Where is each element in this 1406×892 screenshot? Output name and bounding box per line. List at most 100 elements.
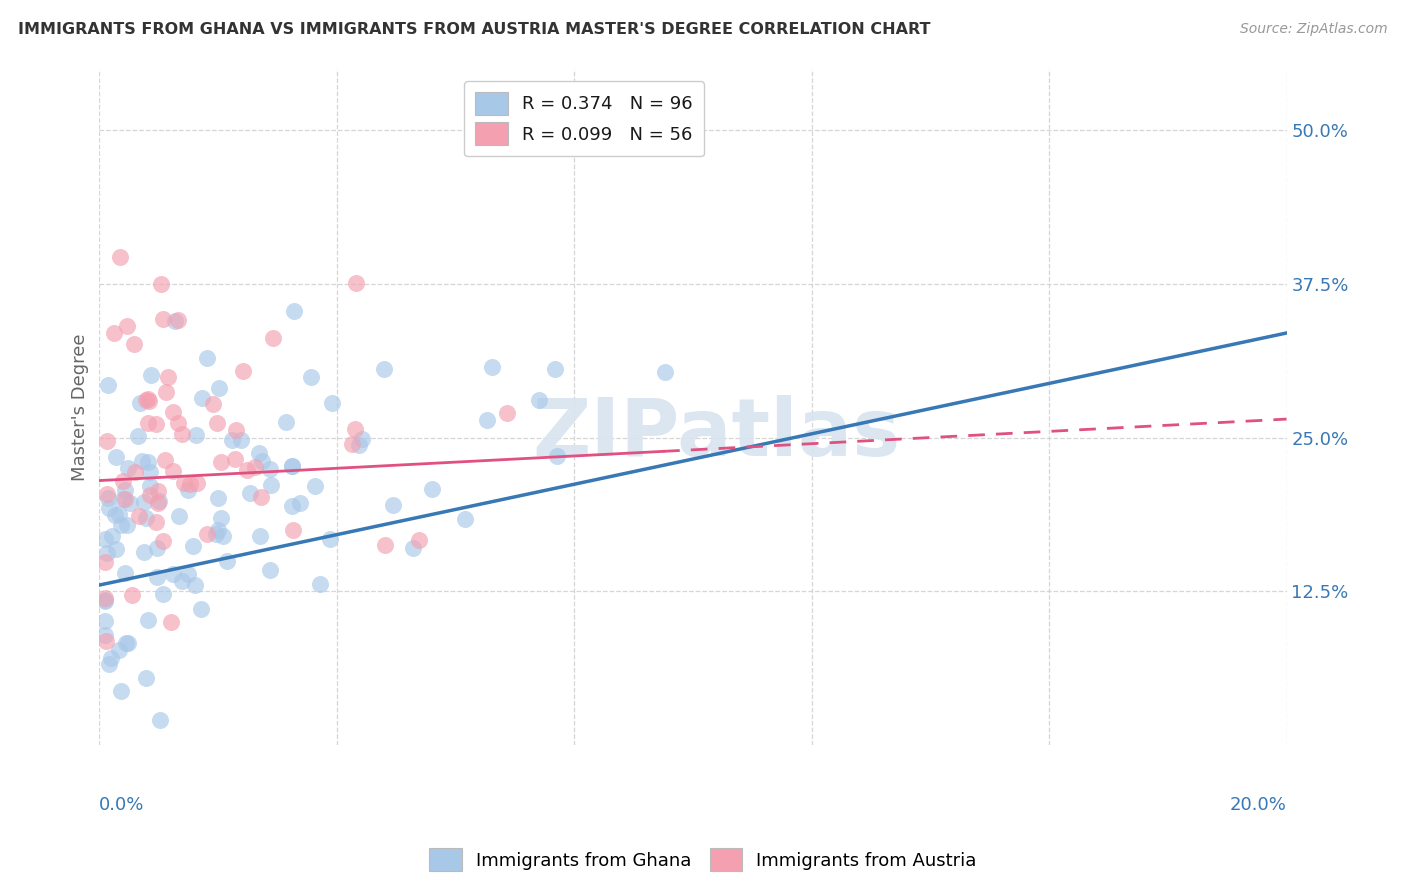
Point xyxy=(318,532,340,546)
Text: 0.0%: 0.0% xyxy=(98,796,145,814)
Point xyxy=(112,475,135,489)
Point xyxy=(103,326,125,340)
Point xyxy=(190,602,212,616)
Point xyxy=(110,250,132,264)
Point xyxy=(101,529,124,543)
Point xyxy=(148,494,170,508)
Point xyxy=(163,314,186,328)
Point xyxy=(149,277,172,292)
Point xyxy=(162,405,184,419)
Point xyxy=(177,483,200,497)
Text: IMMIGRANTS FROM GHANA VS IMMIGRANTS FROM AUSTRIA MASTER'S DEGREE CORRELATION CHA: IMMIGRANTS FROM GHANA VS IMMIGRANTS FROM… xyxy=(18,22,931,37)
Point xyxy=(98,500,121,515)
Point xyxy=(122,336,145,351)
Point xyxy=(145,417,167,432)
Point xyxy=(232,364,254,378)
Point xyxy=(654,365,676,379)
Point xyxy=(110,683,132,698)
Point xyxy=(250,454,273,468)
Text: 20.0%: 20.0% xyxy=(1230,796,1286,814)
Point xyxy=(131,454,153,468)
Point xyxy=(281,458,304,473)
Point xyxy=(107,642,129,657)
Legend: Immigrants from Ghana, Immigrants from Austria: Immigrants from Ghana, Immigrants from A… xyxy=(422,841,984,879)
Point xyxy=(408,533,430,547)
Point xyxy=(245,460,267,475)
Point xyxy=(146,484,169,499)
Point xyxy=(283,304,305,318)
Text: Source: ZipAtlas.com: Source: ZipAtlas.com xyxy=(1240,22,1388,37)
Point xyxy=(283,523,305,537)
Point xyxy=(96,487,118,501)
Point xyxy=(104,450,127,464)
Point xyxy=(481,360,503,375)
Point xyxy=(167,313,190,327)
Point xyxy=(221,433,243,447)
Point xyxy=(247,446,270,460)
Point xyxy=(138,393,160,408)
Point xyxy=(139,479,162,493)
Point xyxy=(207,523,229,537)
Point xyxy=(173,476,195,491)
Y-axis label: Master's Degree: Master's Degree xyxy=(72,333,89,481)
Point xyxy=(117,517,139,532)
Point xyxy=(114,636,136,650)
Point xyxy=(177,567,200,582)
Point xyxy=(195,527,218,541)
Point xyxy=(544,362,567,376)
Point xyxy=(167,417,190,431)
Point xyxy=(155,384,177,399)
Point xyxy=(344,276,367,290)
Point xyxy=(546,449,568,463)
Point xyxy=(157,369,180,384)
Point xyxy=(117,636,139,650)
Point xyxy=(120,496,142,510)
Point xyxy=(136,455,159,469)
Point xyxy=(274,416,297,430)
Point xyxy=(96,633,118,648)
Point xyxy=(211,529,233,543)
Point xyxy=(209,455,232,469)
Point xyxy=(124,465,146,479)
Point xyxy=(94,628,117,642)
Point xyxy=(152,587,174,601)
Point xyxy=(496,406,519,420)
Point xyxy=(94,591,117,606)
Point xyxy=(170,427,193,442)
Point xyxy=(117,460,139,475)
Point xyxy=(162,463,184,477)
Point xyxy=(249,490,271,504)
Point xyxy=(115,318,138,333)
Point xyxy=(139,488,162,502)
Point xyxy=(96,546,118,560)
Point xyxy=(195,351,218,365)
Point xyxy=(149,714,172,728)
Point xyxy=(236,463,259,477)
Point xyxy=(121,588,143,602)
Point xyxy=(94,594,117,608)
Point xyxy=(262,331,284,345)
Point xyxy=(299,370,322,384)
Point xyxy=(280,499,302,513)
Point xyxy=(321,395,343,409)
Point xyxy=(181,539,204,553)
Point xyxy=(145,541,167,556)
Point xyxy=(98,657,121,671)
Point xyxy=(373,362,395,376)
Point xyxy=(145,515,167,529)
Point xyxy=(207,491,229,506)
Point xyxy=(114,491,136,506)
Point xyxy=(280,459,302,474)
Point xyxy=(134,495,156,509)
Point xyxy=(94,614,117,628)
Point xyxy=(104,541,127,556)
Point xyxy=(112,492,135,507)
Point xyxy=(114,566,136,581)
Point xyxy=(152,534,174,549)
Point xyxy=(215,554,238,568)
Point xyxy=(260,478,283,492)
Point xyxy=(108,508,131,522)
Point xyxy=(136,416,159,430)
Point xyxy=(96,434,118,448)
Point xyxy=(304,479,326,493)
